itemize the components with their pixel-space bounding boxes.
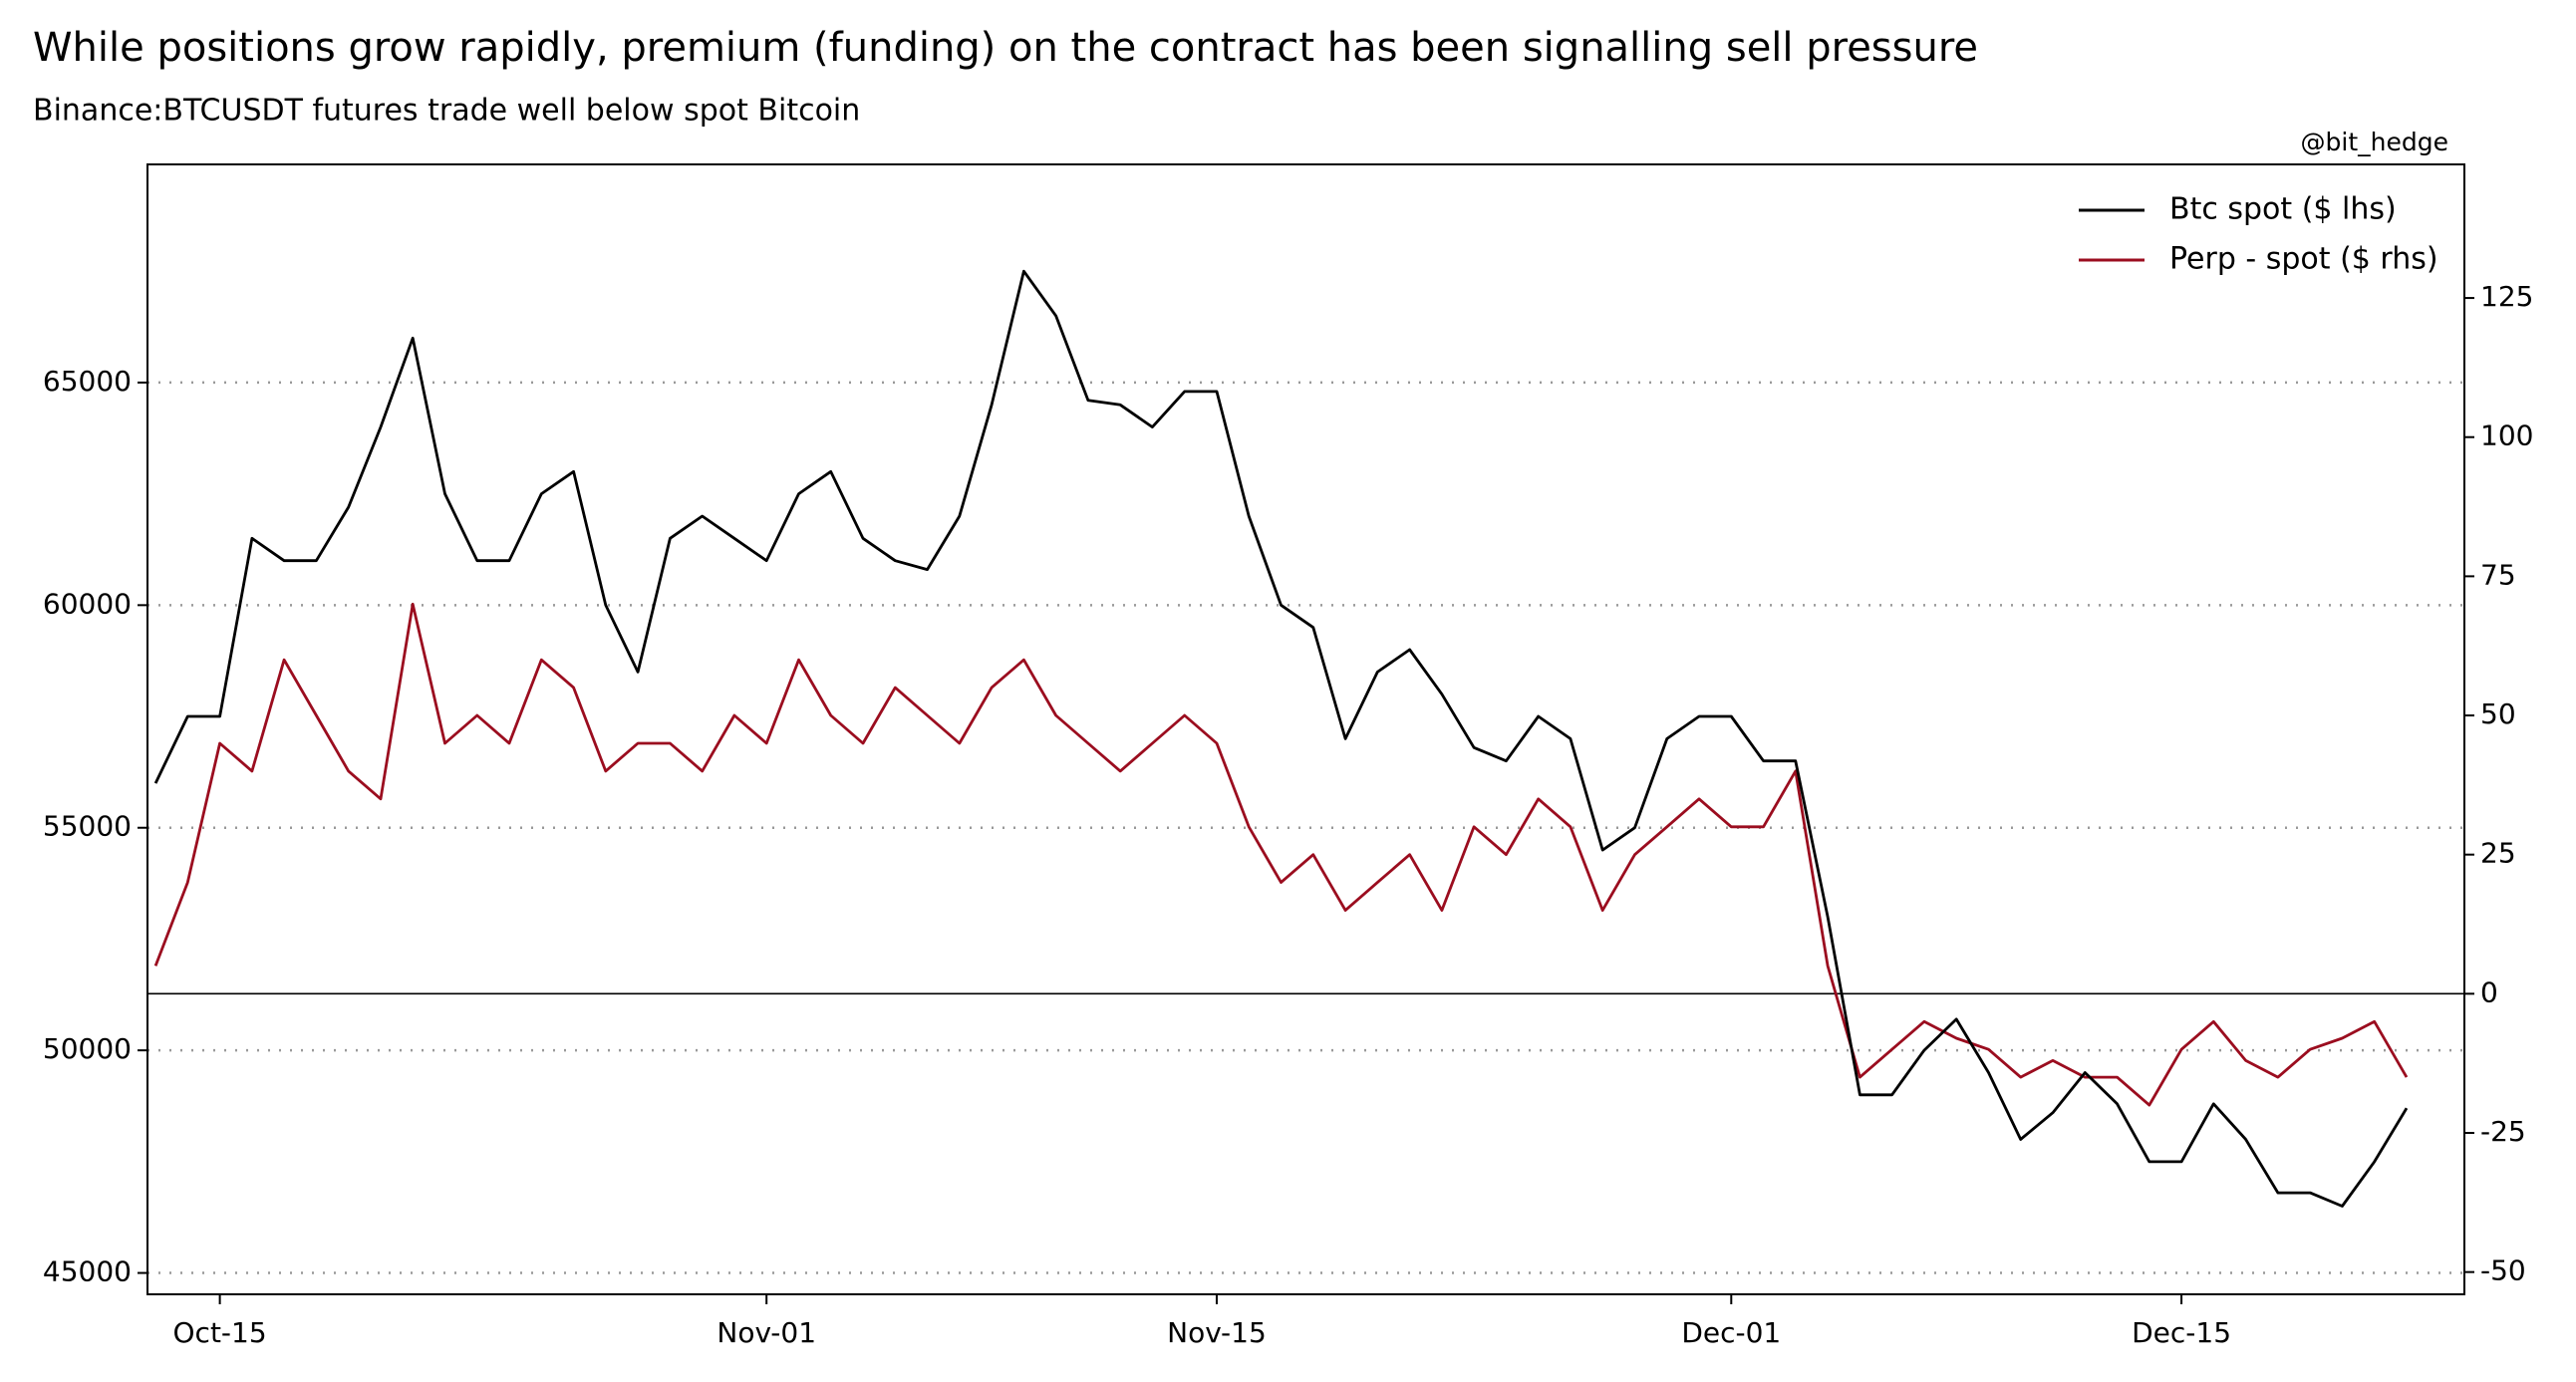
chart-subtitle: Binance:BTCUSDT futures trade well below… bbox=[33, 94, 860, 129]
plot-frame bbox=[146, 163, 2465, 1295]
legend-label: Btc spot ($ lhs) bbox=[2169, 192, 2397, 227]
series-line bbox=[153, 269, 2409, 1208]
y2-tick-label: -50 bbox=[2480, 1254, 2526, 1287]
x-tick-label: Nov-15 bbox=[1167, 1316, 1267, 1349]
y-tick-label: 65000 bbox=[43, 365, 132, 398]
y2-tick-label: 75 bbox=[2480, 558, 2516, 591]
x-tick-label: Nov-01 bbox=[716, 1316, 816, 1349]
annotation: @bit_hedge bbox=[2301, 128, 2448, 156]
y-tick-label: 45000 bbox=[43, 1255, 132, 1288]
y2-tick-label: 125 bbox=[2480, 280, 2533, 313]
x-tick-label: Oct-15 bbox=[173, 1316, 267, 1349]
y-tick-label: 60000 bbox=[43, 587, 132, 620]
y2-tick-label: 100 bbox=[2480, 419, 2533, 452]
y2-tick-label: 25 bbox=[2480, 837, 2516, 870]
y2-tick-label: 0 bbox=[2480, 975, 2498, 1008]
chart-title: While positions grow rapidly, premium (f… bbox=[33, 25, 1978, 71]
x-tick-label: Dec-15 bbox=[2132, 1316, 2231, 1349]
legend-label: Perp - spot ($ rhs) bbox=[2169, 242, 2438, 277]
series-line bbox=[153, 602, 2409, 1107]
y2-tick-label: -25 bbox=[2480, 1115, 2526, 1148]
y2-tick-label: 50 bbox=[2480, 697, 2516, 730]
y-tick-label: 55000 bbox=[43, 810, 132, 843]
y-tick-label: 50000 bbox=[43, 1032, 132, 1065]
x-tick-label: Dec-01 bbox=[1681, 1316, 1781, 1349]
